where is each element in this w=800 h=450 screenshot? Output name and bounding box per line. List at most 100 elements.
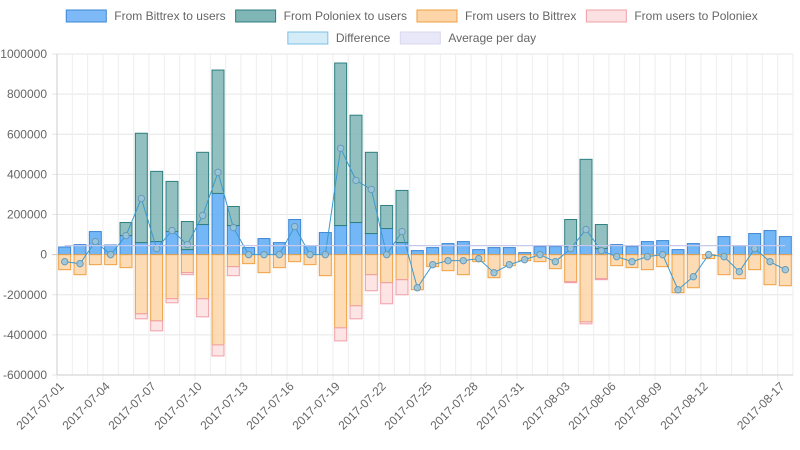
bar-s3-6[interactable] bbox=[150, 320, 164, 332]
bar-s1-8[interactable] bbox=[180, 221, 194, 251]
bar-s0-24[interactable] bbox=[426, 247, 440, 256]
difference-point-14[interactable] bbox=[275, 250, 284, 259]
difference-point-37[interactable] bbox=[628, 257, 636, 266]
difference-point-4[interactable] bbox=[122, 231, 130, 240]
difference-point-40[interactable] bbox=[674, 286, 682, 294]
difference-point-3[interactable] bbox=[106, 250, 115, 259]
bar-s2-2[interactable] bbox=[88, 254, 102, 266]
bar-s1-5[interactable] bbox=[134, 132, 148, 244]
bar-s3-8[interactable] bbox=[180, 272, 194, 276]
bar-s2-18[interactable] bbox=[334, 254, 348, 329]
bar-s1-6[interactable] bbox=[150, 170, 164, 243]
difference-point-24[interactable] bbox=[428, 260, 437, 269]
bar-s1-11[interactable] bbox=[226, 205, 240, 227]
legend-item-4[interactable]: Difference bbox=[287, 31, 391, 45]
bar-s2-20[interactable] bbox=[364, 254, 378, 276]
bar-s3-7[interactable] bbox=[165, 298, 179, 304]
bar-s0-0[interactable] bbox=[58, 246, 72, 256]
difference-point-16[interactable] bbox=[306, 250, 314, 259]
difference-point-20[interactable] bbox=[367, 185, 376, 194]
bar-s0-27[interactable] bbox=[472, 249, 486, 256]
difference-point-39[interactable] bbox=[658, 250, 667, 259]
difference-point-47[interactable] bbox=[781, 265, 790, 274]
bar-s2-26[interactable] bbox=[456, 254, 470, 276]
bar-s2-45[interactable] bbox=[748, 254, 762, 271]
difference-point-30[interactable] bbox=[520, 255, 529, 264]
bar-s3-22[interactable] bbox=[395, 279, 409, 296]
bar-s2-6[interactable] bbox=[150, 254, 164, 322]
bar-s0-20[interactable] bbox=[364, 233, 378, 256]
legend-item-2[interactable]: From users to Bittrex bbox=[416, 9, 576, 23]
difference-point-29[interactable] bbox=[505, 260, 514, 269]
bar-s0-26[interactable] bbox=[456, 241, 470, 256]
difference-point-36[interactable] bbox=[612, 252, 621, 261]
bar-s0-28[interactable] bbox=[487, 247, 501, 256]
bar-s0-37[interactable] bbox=[625, 246, 639, 256]
bar-s0-19[interactable] bbox=[349, 222, 363, 256]
bar-s0-5[interactable] bbox=[134, 242, 148, 256]
bar-s1-21[interactable] bbox=[380, 204, 394, 230]
bar-s0-46[interactable] bbox=[763, 230, 777, 256]
difference-point-44[interactable] bbox=[735, 267, 744, 276]
difference-point-23[interactable] bbox=[413, 284, 422, 292]
bar-s3-20[interactable] bbox=[364, 274, 378, 292]
difference-point-7[interactable] bbox=[168, 226, 176, 235]
difference-point-22[interactable] bbox=[398, 227, 406, 236]
difference-point-45[interactable] bbox=[750, 244, 759, 253]
difference-point-41[interactable] bbox=[689, 272, 698, 281]
difference-point-32[interactable] bbox=[551, 257, 560, 266]
bar-s1-33[interactable] bbox=[564, 219, 578, 248]
bar-s3-33[interactable] bbox=[564, 281, 578, 284]
bar-s0-40[interactable] bbox=[671, 249, 685, 256]
difference-point-43[interactable] bbox=[720, 252, 728, 261]
bar-s2-34[interactable] bbox=[579, 254, 593, 323]
bar-s0-23[interactable] bbox=[410, 250, 424, 256]
difference-point-13[interactable] bbox=[260, 250, 268, 259]
bar-s2-11[interactable] bbox=[226, 254, 240, 268]
difference-point-8[interactable] bbox=[183, 240, 192, 249]
bar-s3-19[interactable] bbox=[349, 305, 363, 320]
bar-s1-9[interactable] bbox=[196, 151, 210, 226]
bar-s0-44[interactable] bbox=[732, 245, 746, 256]
bar-s2-41[interactable] bbox=[686, 254, 700, 289]
bar-s3-21[interactable] bbox=[380, 282, 394, 305]
bar-s3-5[interactable] bbox=[134, 313, 148, 320]
bar-s2-15[interactable] bbox=[288, 254, 302, 263]
legend-item-1[interactable]: From Poloniex to users bbox=[235, 9, 407, 23]
difference-point-2[interactable] bbox=[91, 237, 100, 246]
difference-point-18[interactable] bbox=[336, 144, 345, 152]
difference-point-42[interactable] bbox=[704, 250, 713, 259]
bar-s2-5[interactable] bbox=[134, 254, 148, 315]
difference-point-31[interactable] bbox=[536, 250, 544, 259]
bar-s0-32[interactable] bbox=[548, 246, 562, 256]
bar-s1-19[interactable] bbox=[349, 114, 363, 224]
bar-s2-33[interactable] bbox=[564, 254, 578, 283]
bar-s3-35[interactable] bbox=[594, 278, 608, 281]
bar-s0-21[interactable] bbox=[380, 228, 394, 256]
bar-s1-18[interactable] bbox=[334, 62, 348, 227]
bar-s2-22[interactable] bbox=[395, 254, 409, 281]
bar-s3-10[interactable] bbox=[211, 344, 225, 357]
difference-point-17[interactable] bbox=[321, 250, 330, 259]
bar-s2-4[interactable] bbox=[119, 254, 133, 269]
difference-point-26[interactable] bbox=[459, 256, 468, 265]
difference-point-27[interactable] bbox=[474, 254, 483, 263]
difference-point-0[interactable] bbox=[60, 257, 69, 266]
difference-point-6[interactable] bbox=[152, 244, 161, 253]
difference-point-5[interactable] bbox=[137, 194, 146, 203]
difference-point-12[interactable] bbox=[244, 250, 253, 259]
difference-point-33[interactable] bbox=[566, 244, 575, 253]
bar-s2-9[interactable] bbox=[196, 254, 210, 300]
difference-point-25[interactable] bbox=[444, 256, 452, 265]
bar-s0-38[interactable] bbox=[640, 241, 654, 256]
bar-s3-9[interactable] bbox=[196, 298, 210, 318]
bar-s0-34[interactable] bbox=[579, 245, 593, 256]
bar-s3-18[interactable] bbox=[334, 327, 348, 342]
bar-s2-21[interactable] bbox=[380, 254, 394, 284]
difference-point-10[interactable] bbox=[214, 168, 222, 177]
legend-item-0[interactable]: From Bittrex to users bbox=[65, 9, 226, 23]
difference-point-15[interactable] bbox=[290, 222, 299, 231]
legend-item-5[interactable]: Average per day bbox=[399, 31, 536, 45]
difference-point-38[interactable] bbox=[643, 252, 652, 261]
bar-s2-28[interactable] bbox=[487, 254, 501, 279]
